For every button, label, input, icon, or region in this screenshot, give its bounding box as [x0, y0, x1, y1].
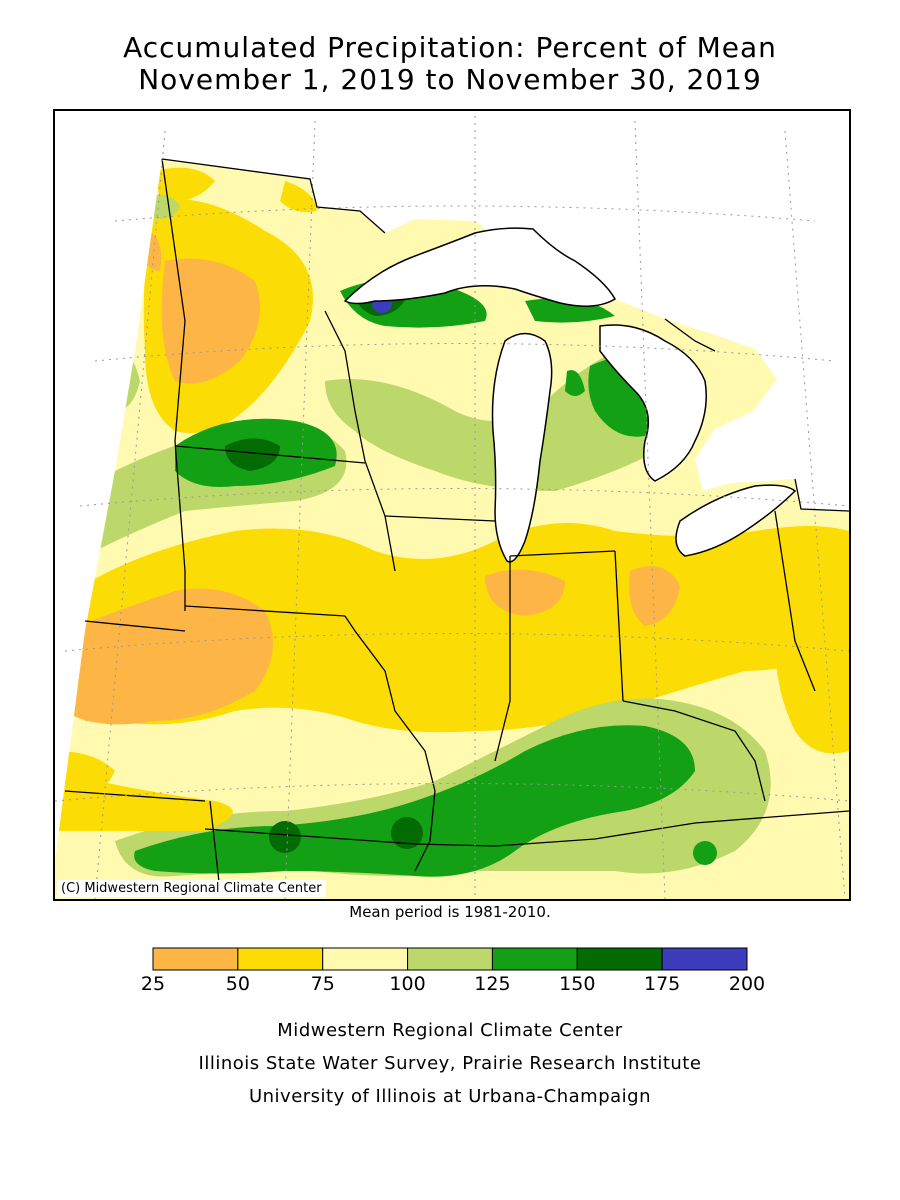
color-legend — [152, 947, 748, 971]
great-lakes — [343, 227, 797, 563]
legend-tick-25: 25 — [140, 973, 166, 995]
credit-line-1: Midwestern Regional Climate Center — [277, 1020, 623, 1041]
precipitation-map — [55, 116, 849, 899]
legend-swatch-50-75 — [237, 947, 324, 971]
map-title-line-1: Accumulated Precipitation: Percent of Me… — [123, 31, 777, 64]
lake-erie — [675, 484, 797, 557]
lake-superior — [343, 227, 617, 307]
legend-tick-75: 75 — [310, 973, 335, 995]
graticule — [55, 116, 849, 899]
legend-tick-125: 125 — [474, 973, 511, 995]
lake-huron — [599, 324, 707, 482]
copyright-label: (C) Midwestern Regional Climate Center — [57, 880, 326, 897]
lake-michigan — [491, 332, 553, 563]
legend-tick-100: 100 — [389, 973, 426, 995]
legend-tick-50: 50 — [225, 973, 250, 995]
legend-swatch-125-150 — [491, 947, 578, 971]
legend-tick-200: 200 — [728, 973, 766, 995]
legend-swatch-25-50 — [152, 947, 239, 971]
legend-tick-150: 150 — [559, 973, 596, 995]
legend-swatch-175-200 — [661, 947, 748, 971]
mean-period-note: Mean period is 1981-2010. — [349, 903, 551, 921]
legend-swatch-100-125 — [407, 947, 493, 971]
legend-swatch-75-100 — [322, 947, 409, 971]
credit-line-2: Illinois State Water Survey, Prairie Res… — [198, 1053, 702, 1074]
map-frame: (C) Midwestern Regional Climate Center — [53, 109, 851, 901]
legend-swatch-150-175 — [576, 947, 663, 971]
map-title-line-2: November 1, 2019 to November 30, 2019 — [138, 63, 762, 96]
legend-tick-175: 175 — [644, 973, 681, 995]
state-boundaries — [64, 158, 849, 892]
credit-line-3: University of Illinois at Urbana-Champai… — [248, 1086, 652, 1107]
